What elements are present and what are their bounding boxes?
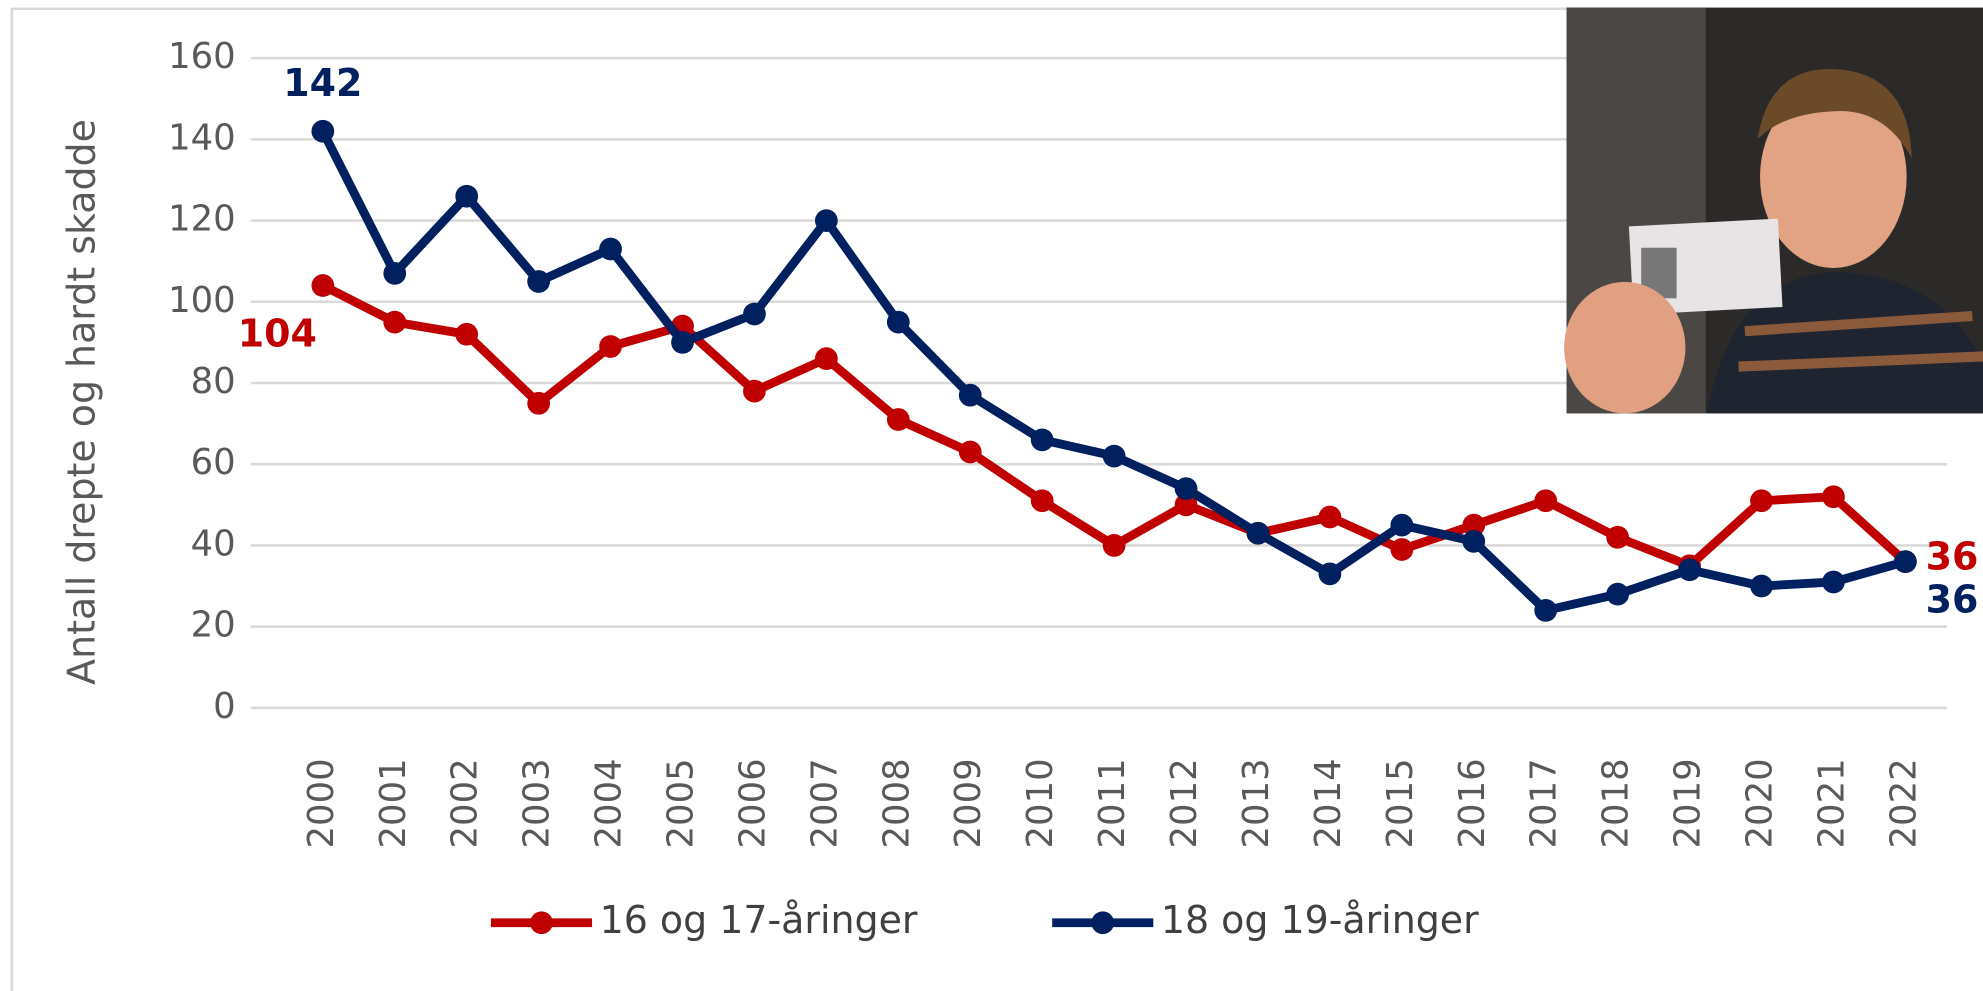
point [1534, 489, 1557, 512]
point [383, 262, 406, 285]
point [1750, 575, 1773, 598]
point [671, 331, 694, 354]
point [815, 347, 838, 370]
x-tick-label: 2013 [1236, 758, 1277, 848]
point [1319, 562, 1342, 585]
legend-label: 18 og 19-åringer [1161, 898, 1479, 942]
point [1103, 445, 1126, 468]
x-tick-label: 2021 [1811, 758, 1852, 848]
y-tick-label: 120 [168, 199, 236, 240]
point [1175, 477, 1198, 500]
point [383, 311, 406, 334]
x-tick-label: 2015 [1380, 758, 1421, 848]
point [1606, 526, 1629, 549]
point [1534, 599, 1557, 622]
data-label: 36 [1926, 535, 1979, 579]
y-tick-label: 40 [191, 523, 236, 564]
point [1390, 514, 1413, 537]
x-tick-label: 2010 [1020, 758, 1061, 848]
x-tick-label: 2006 [732, 758, 773, 848]
point [743, 380, 766, 403]
point [1822, 571, 1845, 594]
y-tick-label: 100 [168, 280, 236, 321]
data-label: 36 [1926, 578, 1979, 622]
y-tick-label: 0 [213, 686, 236, 727]
point [887, 408, 910, 431]
point [455, 323, 478, 346]
point [599, 335, 622, 358]
point [887, 311, 910, 334]
point [527, 270, 550, 293]
x-tick-label: 2022 [1883, 758, 1924, 848]
page: {"chart_data": {"type": "line", "y_label… [0, 0, 1983, 991]
y-tick-label: 160 [168, 36, 236, 77]
point [1247, 522, 1270, 545]
photo [1564, 8, 1983, 414]
point [1031, 489, 1054, 512]
y-axis-label: Antall drepte og hardt skadde [59, 119, 103, 685]
x-tick-label: 2018 [1596, 758, 1637, 848]
point [1390, 538, 1413, 561]
point [1750, 489, 1773, 512]
point [311, 120, 334, 143]
y-tick-label: 140 [168, 117, 236, 158]
legend-marker [1091, 911, 1114, 934]
data-label: 104 [238, 312, 317, 356]
point [815, 209, 838, 232]
point [743, 303, 766, 326]
y-tick-label: 60 [191, 442, 236, 483]
point [1103, 534, 1126, 557]
point [1462, 530, 1485, 553]
point [1319, 506, 1342, 529]
x-tick-label: 2011 [1092, 758, 1133, 848]
x-tick-label: 2000 [301, 758, 342, 848]
x-tick-label: 2004 [589, 758, 630, 848]
chart: Antall drepte og hardt skadde 0204060801… [0, 0, 1983, 991]
data-label: 142 [283, 61, 362, 105]
point [1031, 428, 1054, 451]
point [1678, 558, 1701, 581]
point [1894, 550, 1917, 573]
x-tick-label: 2003 [517, 758, 558, 848]
x-tick-label: 2007 [804, 758, 845, 848]
point [527, 392, 550, 415]
x-tick-label: 2009 [948, 758, 989, 848]
legend-marker [530, 911, 553, 934]
x-tick-label: 2017 [1524, 758, 1565, 848]
x-tick-label: 2001 [373, 758, 414, 848]
x-tick-label: 2019 [1668, 758, 1709, 848]
point [959, 441, 982, 464]
point [1606, 583, 1629, 606]
point [1822, 485, 1845, 508]
x-tick-label: 2012 [1164, 758, 1205, 848]
x-tick-label: 2002 [445, 758, 486, 848]
y-tick-label: 80 [191, 361, 236, 402]
point [599, 238, 622, 261]
x-tick-label: 2020 [1740, 758, 1781, 848]
point [455, 185, 478, 208]
x-tick-label: 2016 [1452, 758, 1493, 848]
legend-label: 16 og 17-åringer [600, 898, 918, 942]
point [311, 274, 334, 297]
x-tick-label: 2014 [1308, 758, 1349, 848]
x-tick-label: 2005 [661, 758, 702, 848]
point [959, 384, 982, 407]
y-tick-label: 20 [191, 605, 236, 646]
x-tick-label: 2008 [876, 758, 917, 848]
